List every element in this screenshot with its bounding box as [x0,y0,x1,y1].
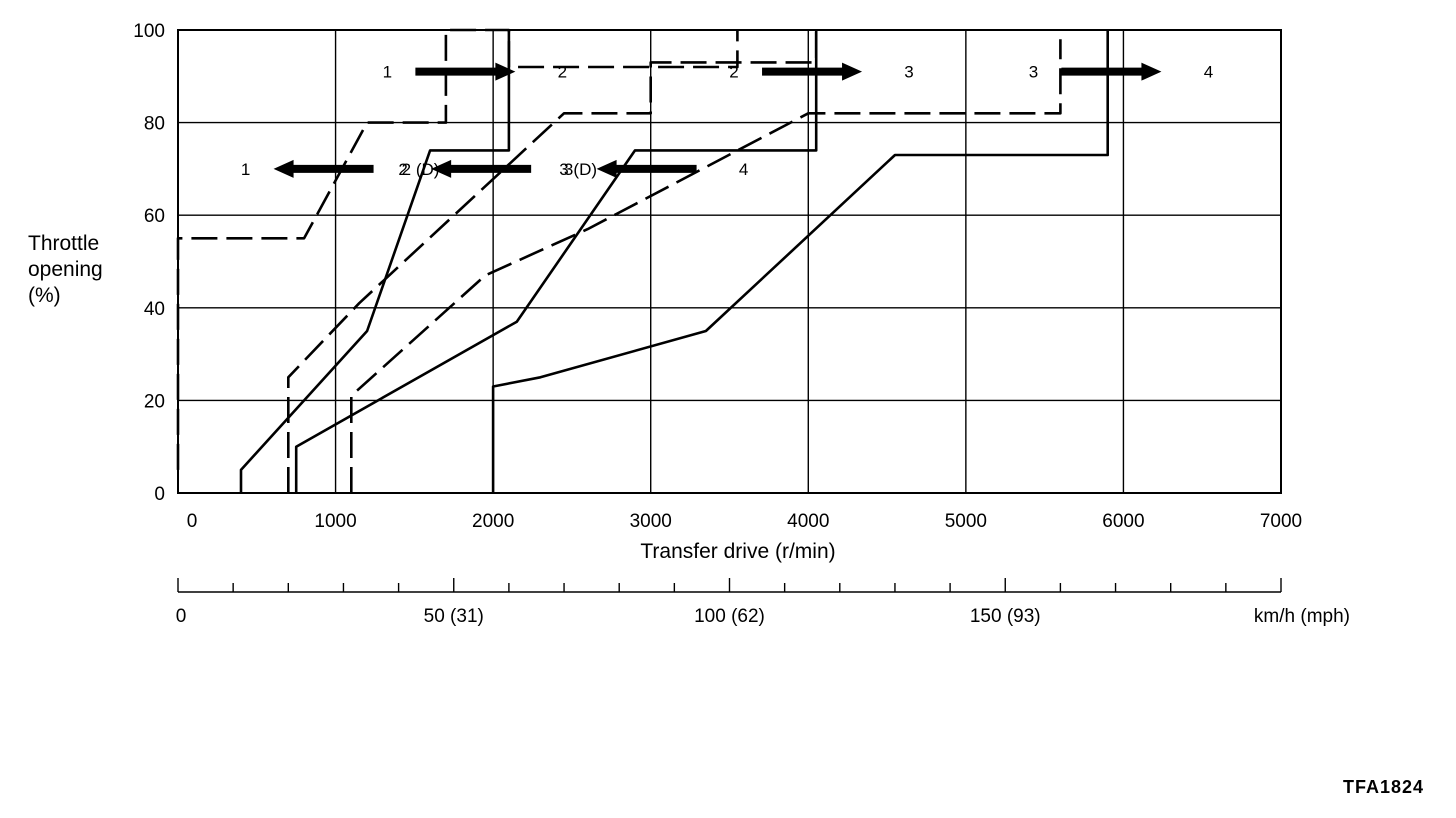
shift-label-to-2: 2 (D) [402,160,440,179]
shift-label-from-3: 2 [398,160,407,179]
grid-lines [177,29,1282,494]
y-tick-label-60: 60 [144,206,165,227]
x-tick-label-6000: 6000 [1102,511,1144,532]
shift-arrow-right-icon-6 [1061,62,1162,81]
y-axis-label-line-1: Throttle [28,232,99,255]
shift-label-from-2: 1 [241,160,250,179]
y-axis-label-line-2: opening [28,258,103,281]
shift-label-to-5: 4 [739,160,748,179]
shift-label-to-4: 3 [904,63,913,82]
shift-arrow-left-icon-5 [596,159,697,178]
secondary-tick-label-100: 100 (62) [694,606,765,627]
shift-label-from-4: 2 [729,63,738,82]
y-tick-label-40: 40 [144,299,165,320]
shift-arrow-right-icon-4 [762,62,863,81]
x-tick-label-5000: 5000 [945,511,987,532]
figure-code: TFA1824 [1343,777,1424,797]
shift-label-from-5: 3 [564,160,573,179]
x-tick-label-7000: 7000 [1260,511,1302,532]
x-tick-label-1000: 1000 [314,511,356,532]
series-line-5 [349,39,1062,493]
axes [177,29,1282,593]
plot-frame [177,29,1282,494]
shift-label-from-1: 1 [383,63,392,82]
secondary-tick-label-50: 50 (31) [424,606,484,627]
series-line-3 [286,30,818,493]
y-tick-label-80: 80 [144,114,165,135]
x-tick-label-0: 0 [187,511,198,532]
secondary-axis-label: km/h (mph) [1254,606,1350,627]
x-tick-label-3000: 3000 [630,511,672,532]
secondary-tick-label-0: 0 [176,606,187,627]
shift-label-to-1: 2 [558,63,567,82]
y-tick-label-100: 100 [133,21,165,42]
shift-arrow-left-icon-3 [431,159,532,178]
series-line-1 [176,28,739,470]
y-tick-label-20: 20 [144,391,165,412]
series-line-4 [294,30,818,493]
y-axis-label-line-3: (%) [28,284,61,307]
shift-arrow-right-icon-1 [415,62,516,81]
shift-label-from-6: 3 [1029,63,1038,82]
series-line-6 [491,30,1109,493]
shift-label-to-3: 3 (D) [559,160,597,179]
series-lines [176,28,1109,493]
x-tick-label-2000: 2000 [472,511,514,532]
y-tick-label-0: 0 [154,484,165,505]
series-line-2 [239,30,511,493]
shift-label-to-6: 4 [1204,63,1213,82]
shift-arrows: 1 21 2 (D)2 3 (D)2 33 43 4 [241,62,1213,179]
secondary-tick-label-150: 150 (93) [970,606,1041,627]
x-tick-label-4000: 4000 [787,511,829,532]
x-axis-label: Transfer drive (r/min) [640,540,835,563]
shift-arrow-left-icon-2 [273,159,374,178]
